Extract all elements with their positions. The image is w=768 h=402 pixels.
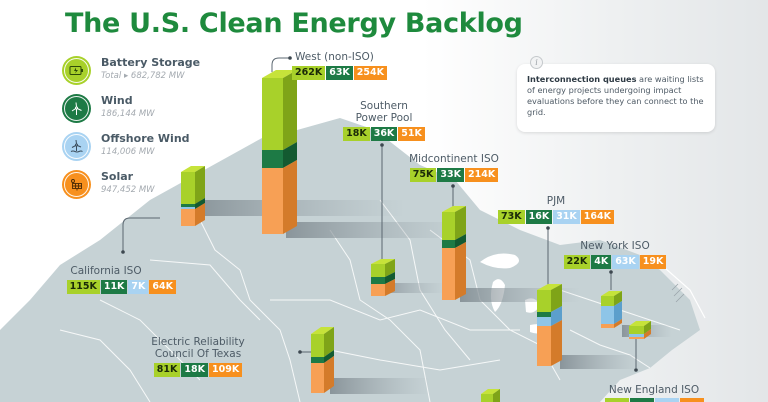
region-west: West (non-ISO) 262K 63K 254K <box>292 51 387 80</box>
bar-miso <box>442 206 466 300</box>
chip-solar <box>679 398 704 402</box>
bar-pjm <box>537 284 562 366</box>
bar-nyiso <box>601 291 622 328</box>
region-caiso: California ISO 115K 11K 7K 64K <box>36 265 176 294</box>
chip-battery: 73K <box>498 210 525 224</box>
region-nyiso: New York ISO 22K 4K 63K 19K <box>560 240 670 269</box>
chip-wind: 33K <box>437 168 464 182</box>
chip-solar: 64K <box>149 280 176 294</box>
chip-offshore-wind <box>654 398 679 402</box>
chip-battery: 18K <box>343 127 370 141</box>
chip-wind: 11K <box>100 280 128 294</box>
region-pjm: PJM 73K 16K 31K 164K <box>492 195 620 224</box>
region-spp: Southern Power Pool 18K 36K 51K <box>342 100 426 141</box>
info-icon: i <box>530 56 543 69</box>
chip-wind: 4K <box>591 255 612 269</box>
solar-panel-icon <box>62 170 91 199</box>
chip-wind <box>629 398 654 402</box>
chip-wind: 36K <box>370 127 398 141</box>
bar-california <box>181 166 205 226</box>
bar-ercot <box>311 327 334 393</box>
chip-battery <box>604 398 629 402</box>
legend-item-offshore-wind: Offshore Wind 114,006 MW <box>62 130 232 168</box>
wind-turbine-icon <box>62 94 91 123</box>
chip-wind: 63K <box>326 66 353 80</box>
region-ercot: Electric Reliability Council Of Texas 81… <box>151 336 245 377</box>
bar-isone <box>629 321 651 339</box>
chip-solar: 19K <box>639 255 667 269</box>
chip-solar: 214K <box>464 168 499 182</box>
chip-wind: 18K <box>181 363 208 377</box>
chip-solar: 164K <box>580 210 614 224</box>
legend-item-wind: Wind 186,144 MW <box>62 92 232 130</box>
chip-battery: 81K <box>153 363 181 377</box>
legend: Battery Storage Total ▸ 682,782 MW Wind … <box>62 54 232 206</box>
chip-battery: 262K <box>292 66 326 80</box>
chip-battery: 115K <box>66 280 100 294</box>
info-bold: Interconnection queues <box>527 74 637 84</box>
chip-offshore-wind: 7K <box>128 280 149 294</box>
offshore-wind-icon <box>62 132 91 161</box>
battery-icon <box>62 56 91 85</box>
bar-west <box>262 70 297 234</box>
chip-offshore-wind: 31K <box>553 210 580 224</box>
chip-battery: 22K <box>563 255 591 269</box>
info-box: Interconnection queues are waiting lists… <box>517 64 715 132</box>
region-miso: Midcontinent ISO 75K 33K 214K <box>409 153 499 182</box>
chip-wind: 16K <box>525 210 553 224</box>
chip-battery: 75K <box>409 168 437 182</box>
legend-item-solar: Solar 947,452 MW <box>62 168 232 206</box>
chip-solar: 109K <box>208 363 243 377</box>
legend-item-battery: Battery Storage Total ▸ 682,782 MW <box>62 54 232 92</box>
info-text: are waiting lists of energy projects und… <box>527 74 704 117</box>
region-isone: New England ISO <box>604 384 704 402</box>
chip-solar: 254K <box>353 66 387 80</box>
page-title: The U.S. Clean Energy Backlog <box>65 8 523 39</box>
bar-spp <box>371 259 395 296</box>
chip-solar: 51K <box>398 127 425 141</box>
chip-offshore-wind: 63K <box>612 255 639 269</box>
